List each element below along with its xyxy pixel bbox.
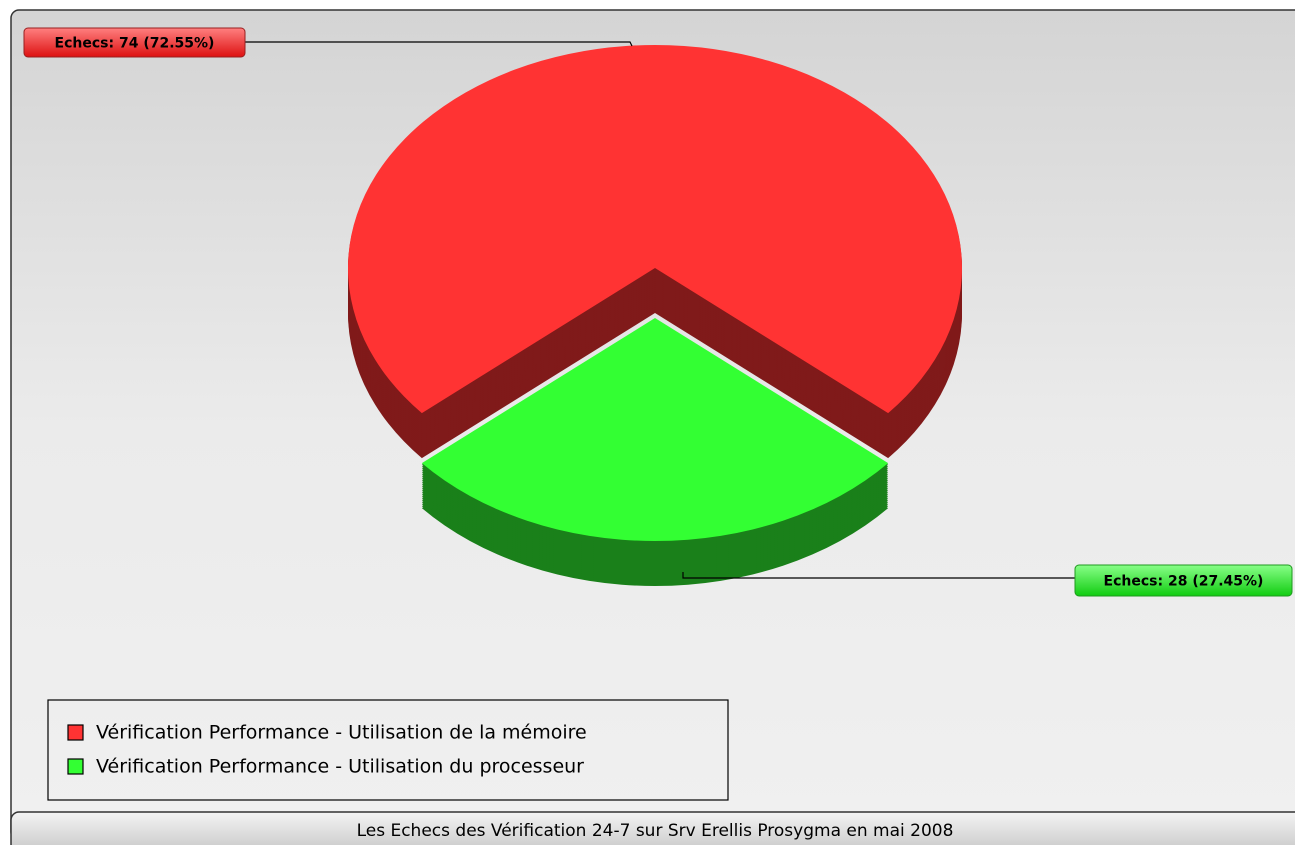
value-label: Echecs: 28 (27.45%) <box>1104 574 1264 590</box>
slice <box>421 318 889 541</box>
legend-swatch <box>67 724 84 741</box>
legend-box <box>47 699 729 801</box>
slice <box>347 45 963 414</box>
legend-label: Vérification Performance - Utilisation d… <box>96 722 587 744</box>
leader-line <box>682 572 1075 579</box>
legend-label: Vérification Performance - Utilisation d… <box>96 756 584 778</box>
value-label-box <box>1074 564 1293 597</box>
legend-swatch <box>67 758 84 775</box>
chart-title: Les Echecs des Vérification 24-7 sur Srv… <box>357 821 954 841</box>
leader-line <box>245 41 633 47</box>
value-label: Echecs: 74 (72.55%) <box>55 36 215 52</box>
value-label-box <box>23 27 246 58</box>
title-bar <box>10 811 1295 845</box>
